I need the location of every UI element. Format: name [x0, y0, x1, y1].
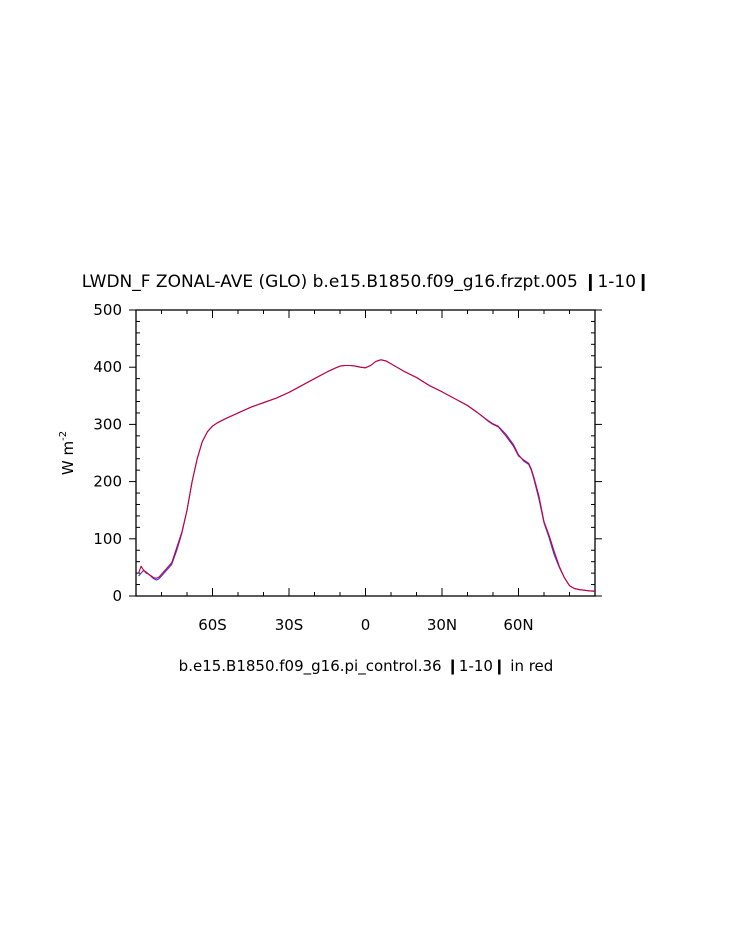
axis-ticks	[129, 309, 602, 597]
series-line-blue	[138, 359, 595, 592]
y-tick-label: 0	[112, 587, 122, 605]
y-axis-label: W m-2	[58, 431, 77, 475]
y-tick-label: 200	[93, 473, 122, 491]
y-tick-label: 500	[93, 301, 122, 319]
series-line-red	[138, 359, 596, 592]
plot-frame	[135, 309, 596, 597]
y-tick-label: 400	[93, 358, 122, 376]
x-tick-label: 60N	[503, 616, 533, 634]
chart-title: LWDN_F ZONAL-AVE (GLO) b.e15.B1850.f09_g…	[82, 272, 651, 292]
y-tick-label: 300	[93, 415, 122, 433]
y-axis-label-text: W m	[59, 441, 77, 475]
x-tick-label: 30N	[427, 616, 457, 634]
y-tick-label: 100	[93, 530, 122, 548]
y-tick-labels: 0 100 200 300 400 500	[93, 301, 122, 605]
chart-subtitle: b.e15.B1850.f09_g16.pi_control.36 ❙1-10❙…	[179, 657, 554, 676]
x-tick-label: 0	[361, 616, 371, 634]
x-tick-labels: 60S 30S 0 30N 60N	[198, 616, 533, 634]
y-axis-label-superscript: -2	[58, 431, 69, 441]
series-lines	[138, 359, 596, 592]
x-tick-label: 30S	[275, 616, 304, 634]
x-tick-label: 60S	[198, 616, 227, 634]
